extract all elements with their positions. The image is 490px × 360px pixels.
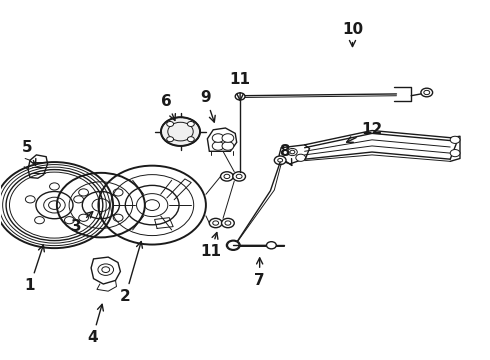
Text: 7: 7 [254,258,265,288]
Circle shape [74,196,83,203]
Circle shape [102,267,110,273]
Circle shape [233,172,245,181]
Circle shape [235,93,245,100]
Text: 5: 5 [22,140,36,165]
Circle shape [226,240,240,250]
Text: 4: 4 [87,304,103,345]
Circle shape [188,137,195,142]
Circle shape [421,88,433,97]
Circle shape [161,117,200,146]
Circle shape [212,134,224,142]
Circle shape [79,214,89,221]
Circle shape [49,183,59,190]
Circle shape [212,141,224,150]
Text: 1: 1 [25,245,44,293]
Circle shape [25,196,35,203]
Circle shape [230,243,236,247]
Text: 11: 11 [200,233,221,259]
Text: 3: 3 [71,212,93,234]
Circle shape [288,148,297,156]
Circle shape [188,121,195,126]
Text: 11: 11 [230,72,250,100]
Text: 6: 6 [161,94,175,120]
Circle shape [236,174,242,179]
Text: 8: 8 [279,144,292,166]
Circle shape [424,90,430,95]
Circle shape [227,241,239,249]
Circle shape [274,156,286,165]
Circle shape [79,189,89,196]
Circle shape [213,221,219,225]
Circle shape [167,121,173,126]
Circle shape [113,189,123,196]
Circle shape [220,172,233,181]
Circle shape [65,217,74,224]
Circle shape [290,150,295,154]
Circle shape [224,174,230,179]
Text: 9: 9 [200,90,215,122]
Circle shape [113,214,123,221]
Text: 12: 12 [346,122,383,142]
Circle shape [222,141,234,150]
Circle shape [225,221,231,225]
Text: 2: 2 [120,242,143,304]
Circle shape [98,264,114,275]
Circle shape [35,217,45,224]
Circle shape [450,136,460,143]
Circle shape [267,242,276,249]
Circle shape [221,219,234,228]
Text: 10: 10 [342,22,363,46]
Circle shape [209,219,222,228]
Circle shape [167,137,173,142]
Circle shape [296,154,306,161]
Circle shape [450,149,460,157]
Circle shape [222,134,234,142]
Circle shape [278,158,283,162]
